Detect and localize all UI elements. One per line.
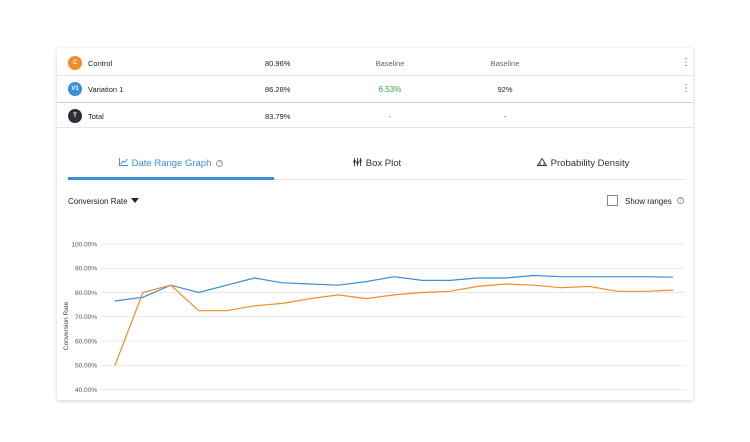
- chart-grid: [101, 243, 685, 390]
- y-tick-label: 80.00%: [75, 290, 97, 297]
- series-line-0: [114, 274, 674, 302]
- tab-label: Date Range Graph: [131, 158, 212, 169]
- tab-probability-density[interactable]: Probability Density: [480, 157, 686, 180]
- tab-label: Probability Density: [550, 158, 630, 169]
- graph-tabs: Date Range Graph? Box Plot Probability D…: [68, 154, 684, 180]
- improvement-value: -: [388, 112, 392, 121]
- chance-to-win-value: Baseline: [490, 59, 520, 68]
- y-tick-label: 50.00%: [75, 363, 97, 370]
- y-axis-label: Conversion Rate: [63, 301, 70, 350]
- variation-row-control[interactable]: C Control 80.96% Baseline Baseline ⋮: [57, 50, 693, 76]
- tab-label: Box Plot: [365, 158, 402, 169]
- variation-name: Control: [88, 59, 113, 68]
- box-plot-icon: [353, 158, 362, 168]
- improvement-value: Baseline: [375, 59, 405, 68]
- line-chart-icon: [118, 158, 128, 168]
- conversion-rate-chart: 100.00% 90.00% 80.00% 70.00% 60.00% 50.00% 40.…: [63, 241, 685, 394]
- total-badge: T: [68, 109, 82, 123]
- y-tick-label: 60.00%: [75, 338, 97, 345]
- conversion-rate-value: 86.28%: [265, 85, 291, 94]
- total-name: Total: [88, 112, 104, 121]
- more-options-icon[interactable]: ⋮: [681, 83, 691, 94]
- more-options-icon[interactable]: ⋮: [681, 57, 691, 68]
- variation-name: Variation 1: [88, 85, 124, 94]
- y-tick-label: 100.00%: [71, 241, 97, 248]
- chance-to-win-value: -: [503, 112, 507, 121]
- info-icon[interactable]: ?: [677, 197, 684, 204]
- chart-lines: [114, 274, 674, 366]
- series-line-1: [114, 283, 674, 366]
- variation-row-variation-1[interactable]: V1 Variation 1 86.28% 6.53% 92% ⋮: [57, 76, 693, 102]
- info-icon[interactable]: ?: [216, 160, 224, 167]
- active-tab-indicator: [68, 177, 274, 180]
- tab-date-range-graph[interactable]: Date Range Graph?: [68, 158, 274, 180]
- show-ranges-checkbox[interactable]: [607, 195, 618, 206]
- variation-badge: V1: [68, 82, 82, 96]
- metric-selector[interactable]: Conversion Rate: [68, 197, 139, 206]
- tab-box-plot[interactable]: Box Plot: [274, 158, 480, 180]
- experiment-results-card: C Control 80.96% Baseline Baseline ⋮ V1 …: [57, 48, 693, 400]
- density-icon: [536, 157, 547, 168]
- improvement-value: 6.53%: [378, 85, 402, 94]
- y-tick-label: 40.00%: [75, 387, 97, 394]
- chance-to-win-value: 92%: [497, 85, 513, 94]
- y-tick-label: 70.00%: [75, 314, 97, 321]
- show-ranges-label: Show ranges: [625, 197, 672, 206]
- y-axis-ticks: 100.00% 90.00% 80.00% 70.00% 60.00% 50.00% 40.…: [71, 241, 97, 394]
- metric-label: Conversion Rate: [68, 197, 128, 206]
- conversion-rate-value: 83.79%: [265, 112, 291, 121]
- y-tick-label: 90.00%: [75, 266, 97, 273]
- variation-badge: C: [68, 56, 82, 70]
- conversion-rate-value: 80.96%: [265, 59, 291, 68]
- total-row: T Total 83.79% - -: [57, 102, 693, 128]
- caret-down-icon: [130, 198, 139, 203]
